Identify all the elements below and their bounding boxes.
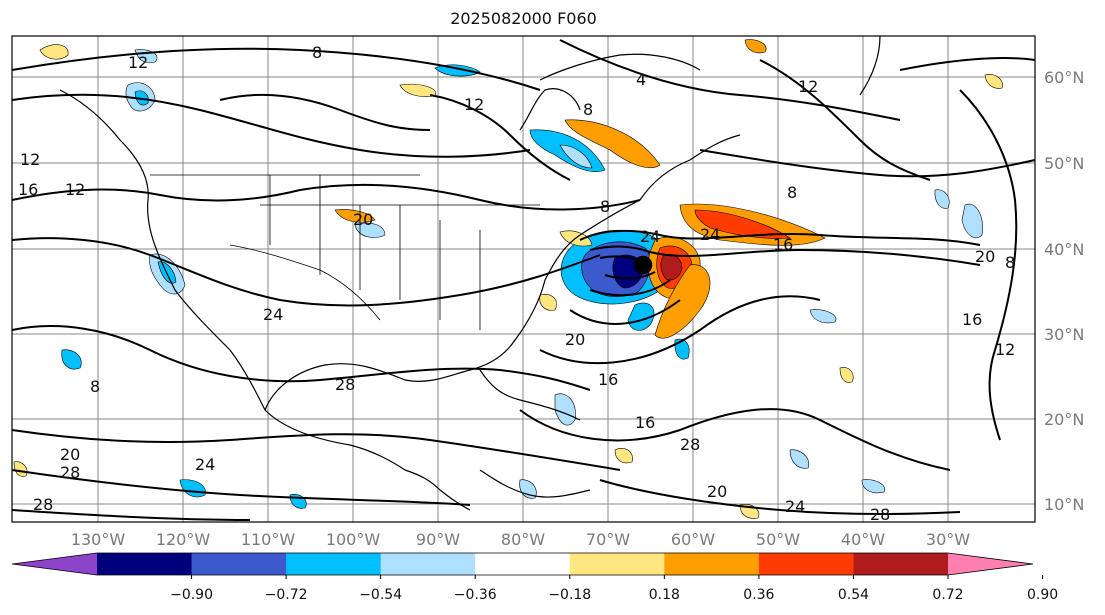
lat-label: 10°N [1044, 495, 1084, 514]
lon-label: 120°W [156, 530, 211, 549]
contour-label: 24 [700, 225, 720, 244]
lat-label: 60°N [1044, 68, 1084, 87]
colorbar-segment [380, 553, 476, 575]
contour-label: 24 [263, 305, 283, 324]
lat-label: 50°N [1044, 154, 1084, 173]
contour-lines [11, 39, 1036, 521]
contour-label: 28 [60, 463, 80, 482]
colorbar-tick-label: −0.18 [548, 587, 591, 603]
colorbar-extend-low [12, 553, 97, 575]
shaded-field [13, 39, 1003, 519]
political-borders [150, 174, 540, 330]
lon-label: 80°W [501, 530, 545, 549]
contour-label: 16 [773, 235, 793, 254]
colorbar-tick-label: −0.72 [265, 587, 308, 603]
contour-label: 24 [195, 455, 215, 474]
colorbar-tick-label: −0.36 [454, 587, 497, 603]
lon-label: 70°W [586, 530, 630, 549]
contour-label: 20 [60, 445, 80, 464]
colorbar-tick-label: 0.72 [932, 587, 963, 603]
colorbar-segment [853, 553, 949, 575]
contour-label: 12 [65, 180, 85, 199]
lon-label: 100°W [326, 530, 381, 549]
colorbar-segment [191, 553, 287, 575]
contour-label: 12 [20, 150, 40, 169]
lat-label: 40°N [1044, 240, 1084, 259]
contour-label: 12 [128, 53, 148, 72]
contour-label: 16 [635, 413, 655, 432]
contour-label: 12 [464, 95, 484, 114]
contour-label: 28 [680, 435, 700, 454]
longitude-labels: 130°W 120°W 110°W 100°W 90°W 80°W 70°W 6… [71, 530, 970, 549]
colorbar [11, 552, 1034, 576]
colorbar-segment [97, 553, 193, 575]
colorbar-extend-high [948, 553, 1033, 575]
lon-label: 30°W [926, 530, 970, 549]
colorbar-segment [286, 553, 382, 575]
contour-label: 20 [975, 247, 995, 266]
lon-label: 50°W [756, 530, 800, 549]
colorbar-segment [664, 553, 760, 575]
contour-label: 28 [33, 495, 53, 514]
contour-label: 16 [18, 180, 38, 199]
lat-label: 20°N [1044, 410, 1084, 429]
contour-label: 20 [707, 482, 727, 501]
map-title: 2025082000 F060 [450, 9, 597, 28]
contour-label: 16 [598, 370, 618, 389]
colorbar-outline [11, 552, 1034, 576]
contour-label: 24 [640, 227, 660, 246]
lon-label: 60°W [671, 530, 715, 549]
contour-label: 8 [600, 197, 610, 216]
contour-label: 8 [1005, 253, 1015, 272]
lon-label: 110°W [241, 530, 296, 549]
contour-label: 28 [335, 375, 355, 394]
lat-label: 30°N [1044, 325, 1084, 344]
lon-label: 130°W [71, 530, 126, 549]
colorbar-tick-label: 0.90 [1027, 587, 1058, 603]
colorbar-segment [475, 553, 571, 575]
contour-label: 28 [870, 505, 890, 524]
contour-label: 8 [312, 43, 322, 62]
colorbar-ticks: −0.90 −0.72 −0.54 −0.36 −0.18 0.18 0.36 0.54 0.7… [170, 575, 1058, 603]
contour-label: 8 [90, 377, 100, 396]
lon-label: 40°W [841, 530, 885, 549]
contour-label: 12 [995, 340, 1015, 359]
latitude-labels: 60°N 50°N 40°N 30°N 20°N 10°N [1044, 68, 1084, 514]
lon-label: 90°W [416, 530, 460, 549]
contour-label-group: 12 8 12 8 12 16 12 20 24 16 20 8 24 20 1… [18, 43, 1015, 524]
map-frame [11, 35, 1036, 523]
contour-label: 24 [785, 497, 805, 516]
colorbar-segment [758, 553, 854, 575]
contour-label: 20 [565, 330, 585, 349]
colorbar-tick-label: −0.90 [170, 587, 213, 603]
contour-label: 4 [636, 70, 646, 89]
contour-label: 20 [353, 210, 373, 229]
contour-label: 16 [962, 310, 982, 329]
colorbar-tick-label: 0.54 [838, 587, 869, 603]
contour-label: 12 [798, 77, 818, 96]
contour-label: 8 [787, 183, 797, 202]
colorbar-tick-label: 0.36 [743, 587, 774, 603]
colorbar-tick-label: −0.54 [359, 587, 402, 603]
coastlines [59, 35, 881, 511]
colorbar-segment [569, 553, 665, 575]
contour-label: 8 [583, 100, 593, 119]
colorbar-tick-label: 0.18 [649, 587, 680, 603]
